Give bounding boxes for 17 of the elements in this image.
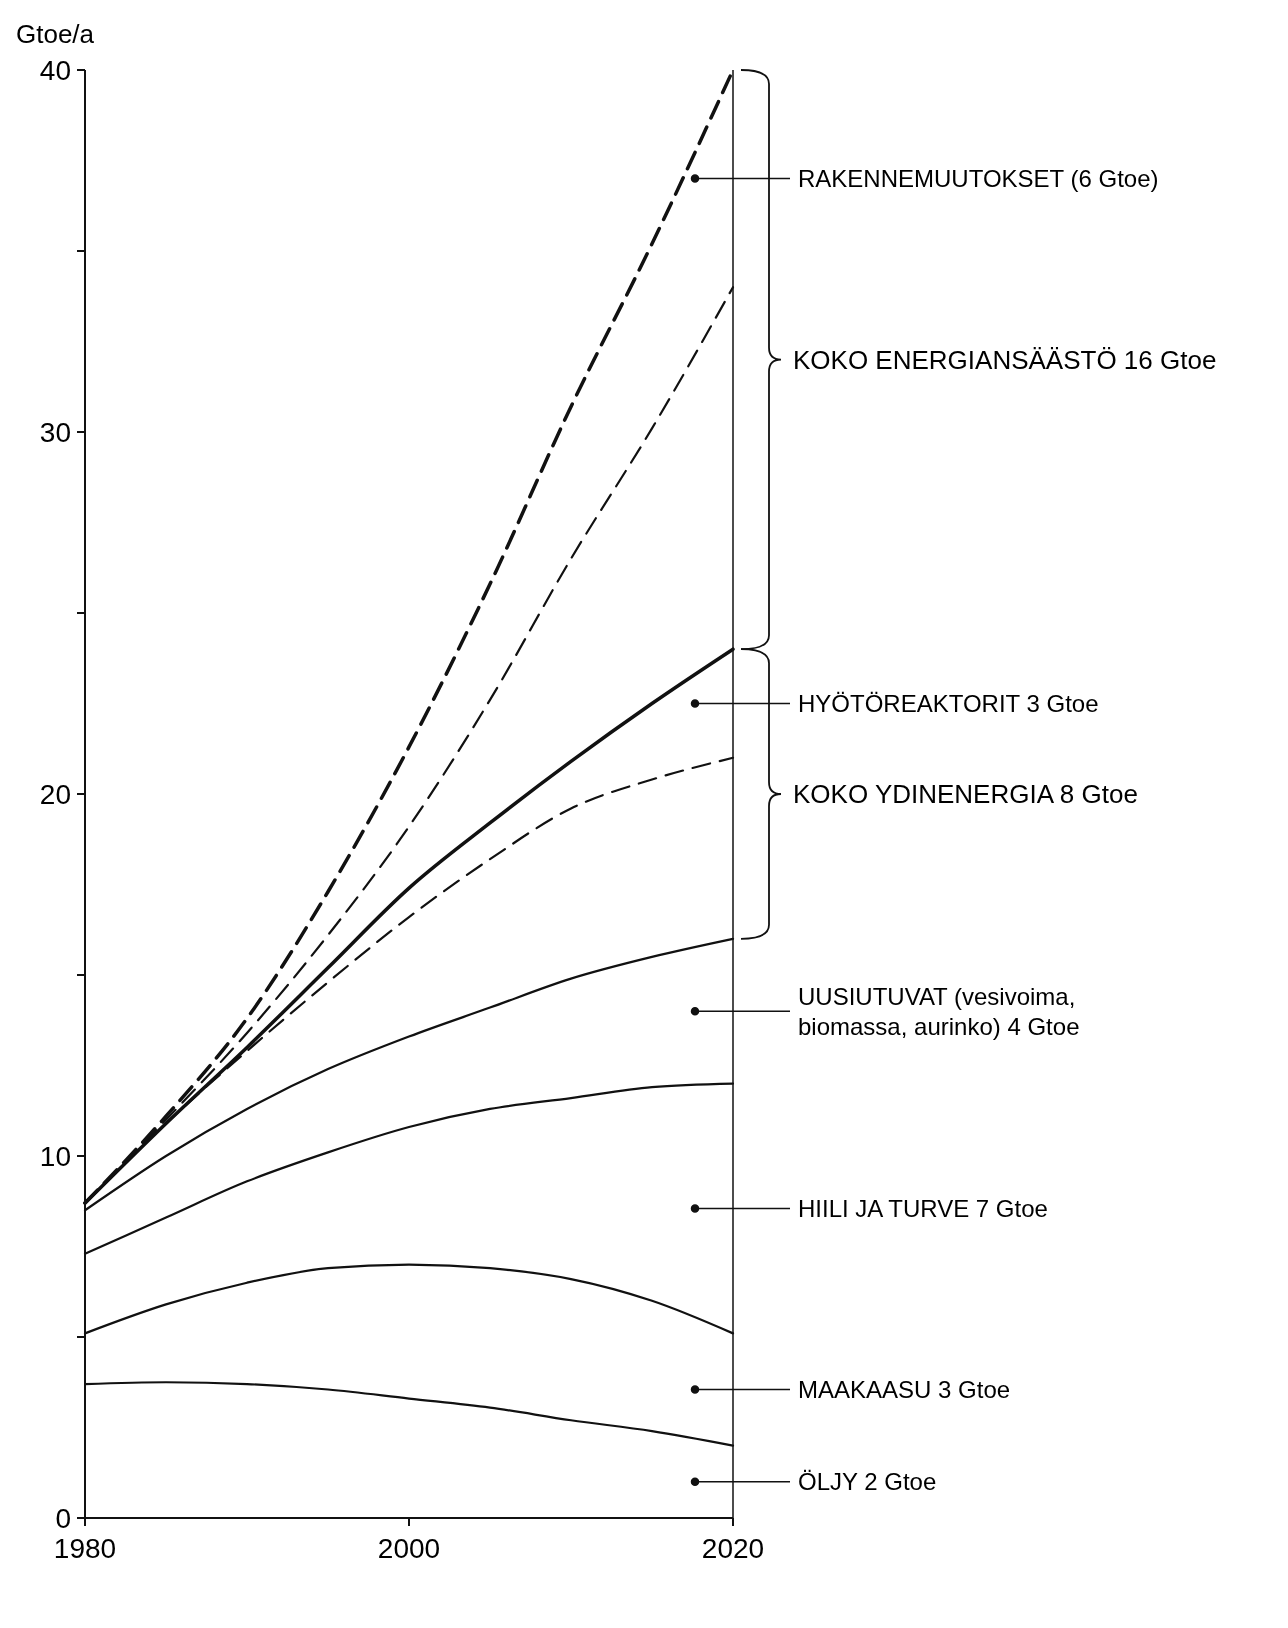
y-tick-label: 30 [39,416,71,448]
y-tick-label: 0 [55,1502,71,1534]
y-tick-label: 10 [39,1140,71,1172]
y-tick-label: 20 [39,778,71,810]
y-tick-label: 40 [39,54,71,86]
x-tick-label: 2000 [377,1533,441,1564]
x-tick-label: 1980 [53,1533,117,1564]
text: UUSIUTUVAT (vesivoima, biomassa, aurinko) 4 Gtoe [798,982,1080,1040]
text: RAKENNEMUUTOKSET (6 Gtoe) [798,165,1159,192]
text: KOKO ENERGIANSÄÄSTÖ 16 Gtoe [793,344,1217,375]
x-tick-label: 2020 [701,1533,765,1564]
y-axis-title: Gtoe/a [16,19,95,49]
text: HYÖTÖREAKTORIT 3 Gtoe [798,689,1099,717]
text: MAAKAASU 3 Gtoe [798,1375,1011,1403]
text: HIILI JA TURVE 7 Gtoe [798,1194,1048,1222]
text: ÖLJY 2 Gtoe [798,1468,937,1496]
text: KOKO YDINENERGIA 8 Gtoe [793,779,1138,810]
